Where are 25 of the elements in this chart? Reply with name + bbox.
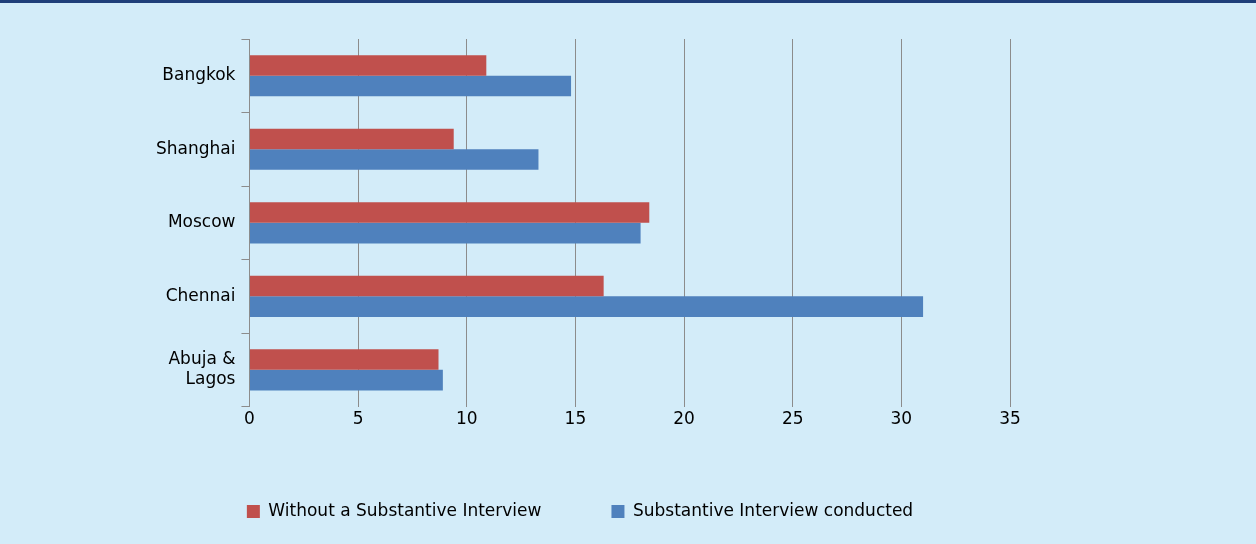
bar [249,222,641,244]
x-tick-label: 25 [781,408,804,429]
bar [249,128,454,150]
bar [249,55,487,76]
bar [249,202,650,223]
legend-label: Without a Substantive Interview [268,499,542,520]
x-tick-label: 35 [999,408,1021,429]
y-tick-label: Shanghai [155,137,236,158]
y-tick-label: Moscow [167,211,236,232]
bar [249,349,439,370]
bar [249,296,924,317]
legend-label: Substantive Interview conducted [632,499,914,520]
y-tick-label: Chennai [165,284,236,305]
bar [249,275,604,297]
x-tick-label: 30 [890,408,913,429]
bar [249,75,572,97]
x-tick-label: 20 [673,408,695,429]
x-tick-label: 5 [352,408,364,429]
x-tick-label: 10 [455,408,478,429]
x-tick-label: 15 [564,408,587,429]
y-tick-label: Bangkok [162,64,236,85]
y-tick-label: Abuja & Lagos [168,348,236,389]
x-tick-label: 0 [244,408,255,429]
bar [249,149,539,170]
bar [249,369,443,391]
